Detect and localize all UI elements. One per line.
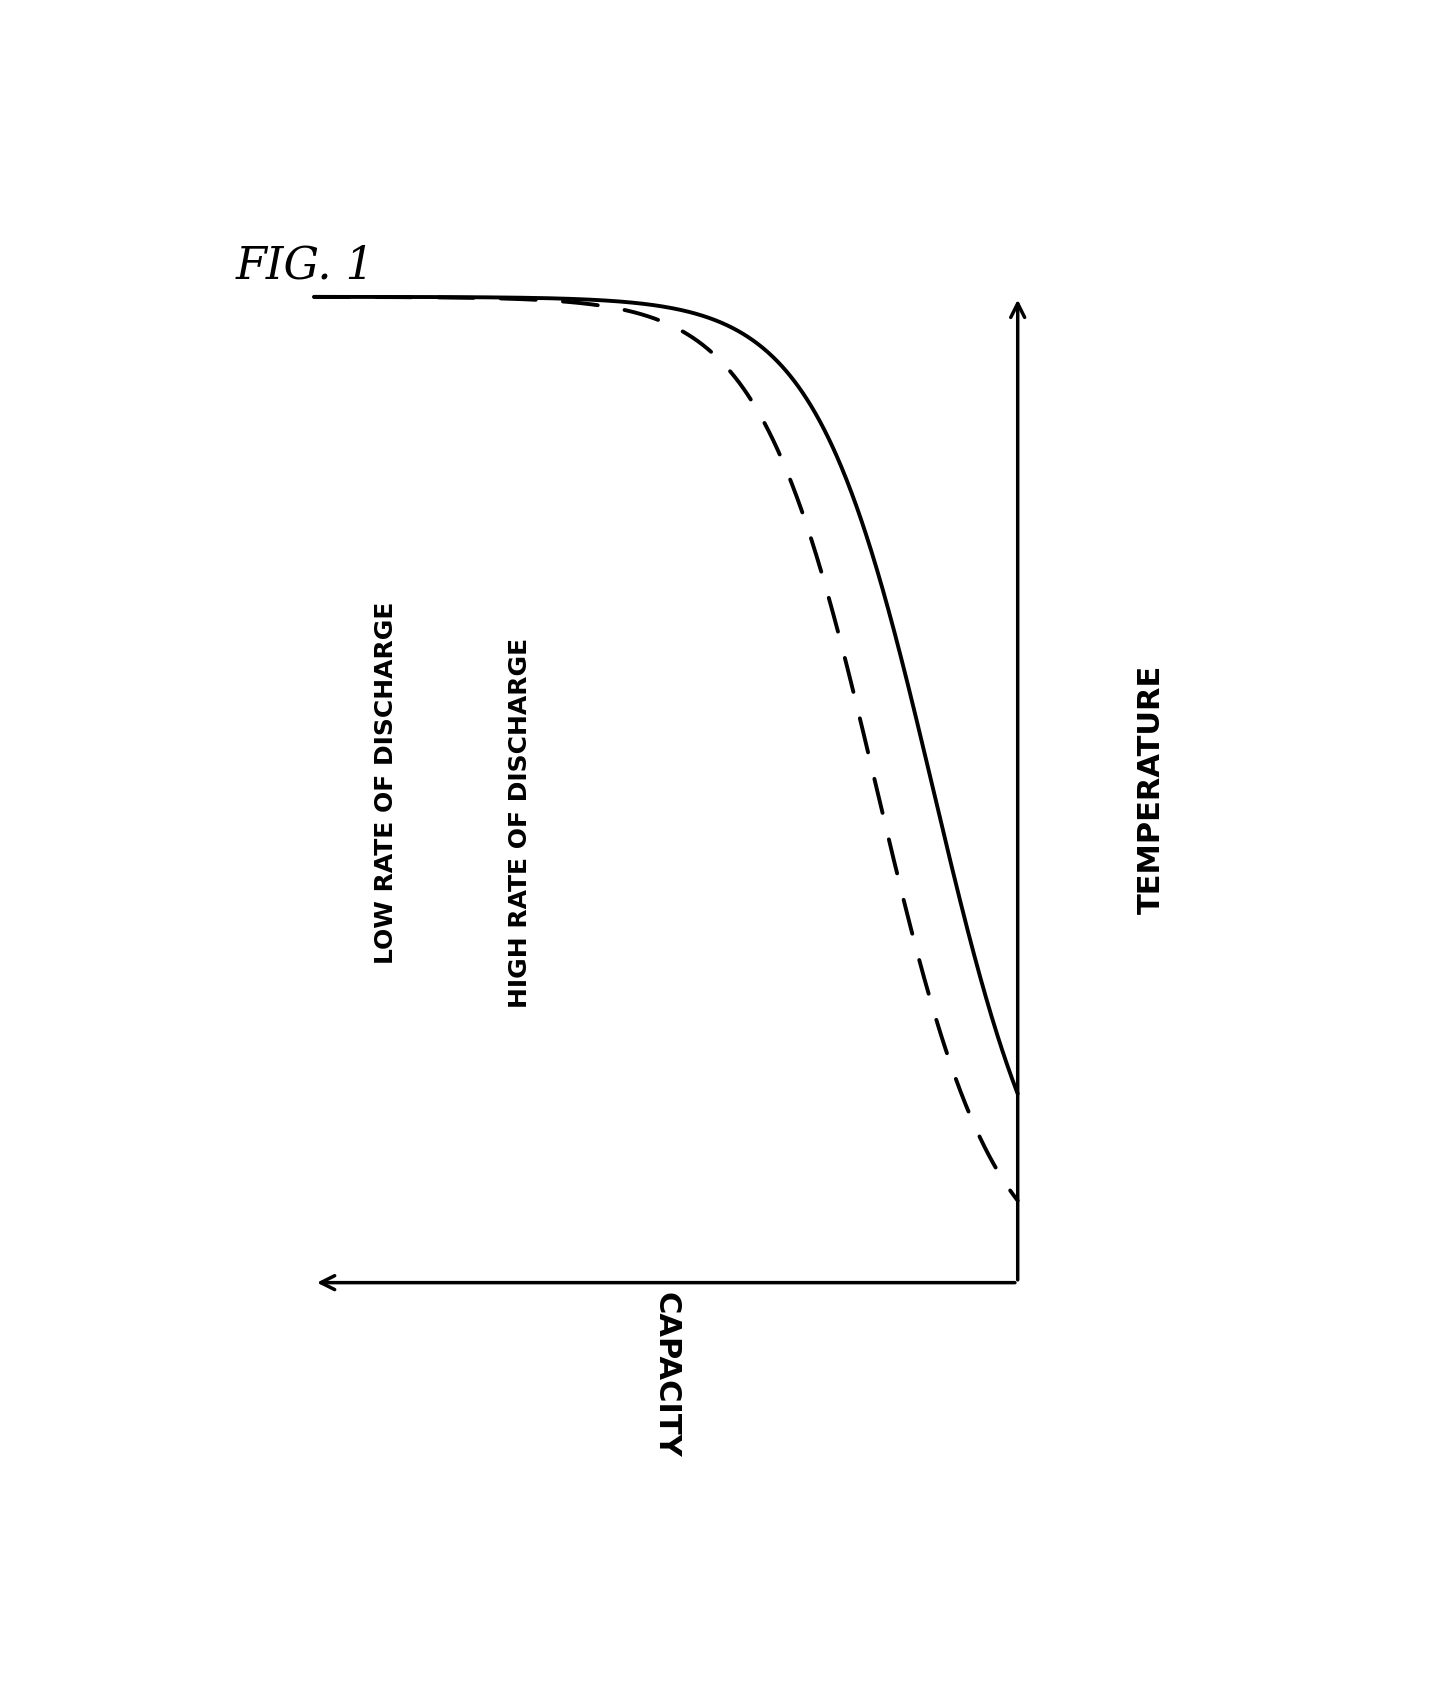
Text: TEMPERATURE: TEMPERATURE [1137,666,1166,915]
Text: CAPACITY: CAPACITY [651,1292,680,1458]
Text: FIG. 1: FIG. 1 [236,244,375,287]
Text: HIGH RATE OF DISCHARGE: HIGH RATE OF DISCHARGE [507,637,532,1007]
Text: LOW RATE OF DISCHARGE: LOW RATE OF DISCHARGE [373,603,398,964]
